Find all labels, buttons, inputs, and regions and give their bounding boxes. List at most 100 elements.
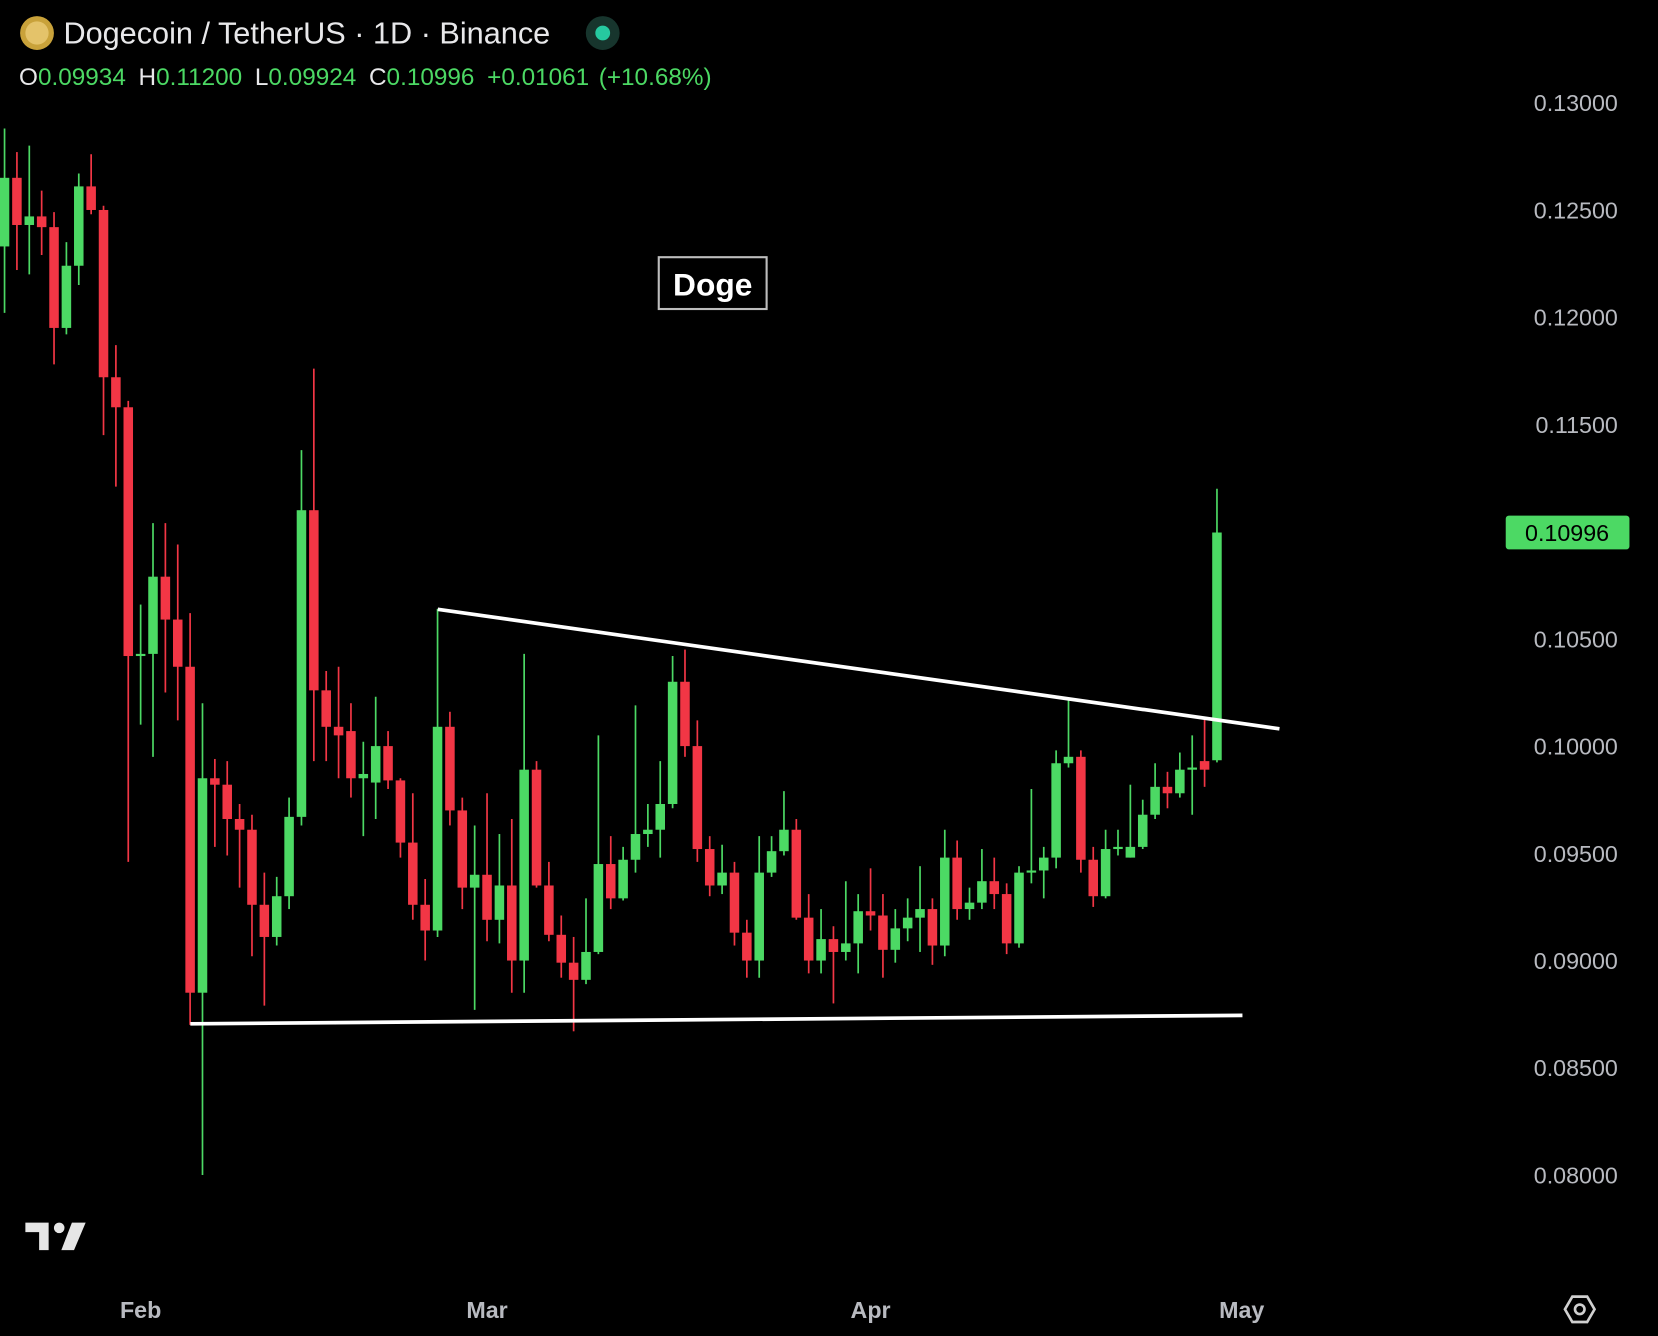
candle-body	[952, 857, 962, 910]
candle-body	[1125, 846, 1136, 858]
last-price-box	[1505, 515, 1630, 550]
change: +0.01061	[487, 64, 589, 91]
candle-body	[296, 510, 307, 817]
candle-body	[358, 773, 369, 779]
candle-body	[111, 377, 121, 408]
candle-body	[704, 849, 715, 886]
candle-body	[816, 939, 826, 961]
candle-body	[309, 510, 319, 691]
ohlc-label: C	[369, 64, 387, 91]
ohlc-label: L	[255, 64, 269, 91]
candle-body	[98, 209, 109, 378]
candle-body	[989, 881, 1000, 895]
candle-body	[667, 681, 678, 804]
candle-body	[692, 746, 703, 850]
plot-area: 0.130000.125000.120000.115000.110000.105…	[0, 90, 1618, 1323]
candle-body	[915, 909, 925, 918]
candle-body	[1199, 761, 1210, 770]
candle-body	[977, 881, 987, 903]
candle-body	[1051, 763, 1061, 858]
candle-body	[729, 872, 740, 933]
y-tick-label: 0.10500	[1534, 626, 1618, 652]
candle-body	[803, 917, 814, 961]
candle-body	[370, 746, 381, 783]
candle-body	[1150, 786, 1160, 815]
annotation-box	[657, 256, 768, 311]
candle-body	[321, 690, 331, 727]
candle-body	[432, 726, 443, 931]
candle-body	[1038, 857, 1049, 871]
candle-body	[135, 653, 146, 657]
candle-body	[234, 819, 245, 830]
ohlc-legend: O0.09934 H0.11200 L0.09924 C0.10996 +0.01061…	[19, 64, 712, 91]
candle-body	[779, 829, 789, 852]
settings-center[interactable]	[1573, 1303, 1586, 1316]
candle-body	[1187, 767, 1197, 770]
candle-body	[593, 864, 604, 952]
candle-body	[123, 407, 134, 657]
candle-body	[12, 177, 22, 225]
chart-title: Dogecoin / TetherUS · 1D · Binance	[63, 17, 550, 51]
candle-body	[494, 885, 505, 920]
candle-body	[853, 911, 863, 944]
candle-body	[210, 778, 220, 785]
candle-body	[420, 904, 430, 931]
y-tick-label: 0.09000	[1534, 948, 1618, 974]
settings-hex[interactable]	[1563, 1295, 1597, 1324]
candle-body	[878, 915, 888, 950]
candle-body	[408, 842, 418, 905]
candle-body	[271, 896, 282, 937]
candle-body	[890, 928, 901, 950]
candle-body	[507, 885, 517, 961]
coin-icon-inner	[25, 21, 49, 45]
last-price-label: 0.10996	[1525, 520, 1609, 546]
ohlc-value: 0.09924	[268, 64, 356, 91]
logo-part	[61, 1222, 86, 1251]
annotation: Doge	[673, 266, 752, 302]
candle-body	[791, 829, 802, 918]
candle-body	[457, 810, 468, 888]
settings-icon[interactable]	[1563, 1295, 1597, 1324]
candle-body	[531, 769, 542, 886]
y-tick-label: 0.09500	[1534, 841, 1618, 867]
y-tick-label: 0.11500	[1535, 412, 1617, 438]
ohlc-value: 0.11200	[156, 64, 242, 91]
candle-body	[74, 186, 84, 266]
candle-body	[680, 681, 690, 747]
candle-body	[395, 780, 406, 843]
change-percent: (+10.68%)	[599, 64, 712, 91]
candle-body	[1063, 756, 1074, 764]
candle-body	[865, 911, 876, 916]
candle-body	[445, 726, 455, 811]
ohlc-value: 0.10996	[387, 64, 475, 91]
candle-body	[24, 216, 35, 225]
candle-body	[618, 859, 628, 899]
candle-body	[482, 874, 492, 920]
candle-body	[964, 902, 975, 910]
candle-body	[247, 829, 257, 905]
candle-body	[185, 666, 195, 993]
y-tick-label: 0.12000	[1534, 305, 1618, 331]
candle-body	[346, 731, 356, 779]
candle-body	[1137, 814, 1148, 847]
candle-body	[766, 851, 777, 873]
candle-body	[148, 576, 158, 654]
y-tick-label: 0.08500	[1534, 1055, 1618, 1081]
ohlc-label: H	[139, 64, 157, 91]
candle-body	[333, 726, 344, 736]
candle-body	[284, 816, 294, 897]
x-tick-label: Apr	[851, 1297, 891, 1323]
candle-body	[49, 227, 59, 328]
candle-body	[86, 186, 96, 210]
candle-body	[197, 778, 208, 993]
candle-body	[222, 784, 232, 820]
candle-body	[643, 829, 653, 835]
candle-body	[742, 932, 752, 961]
candle-body	[927, 909, 938, 946]
candle-body	[172, 619, 183, 667]
candle-body	[902, 917, 913, 929]
ohlc-label: O	[19, 64, 38, 91]
candle-body	[160, 576, 171, 620]
candle-body	[655, 803, 665, 830]
